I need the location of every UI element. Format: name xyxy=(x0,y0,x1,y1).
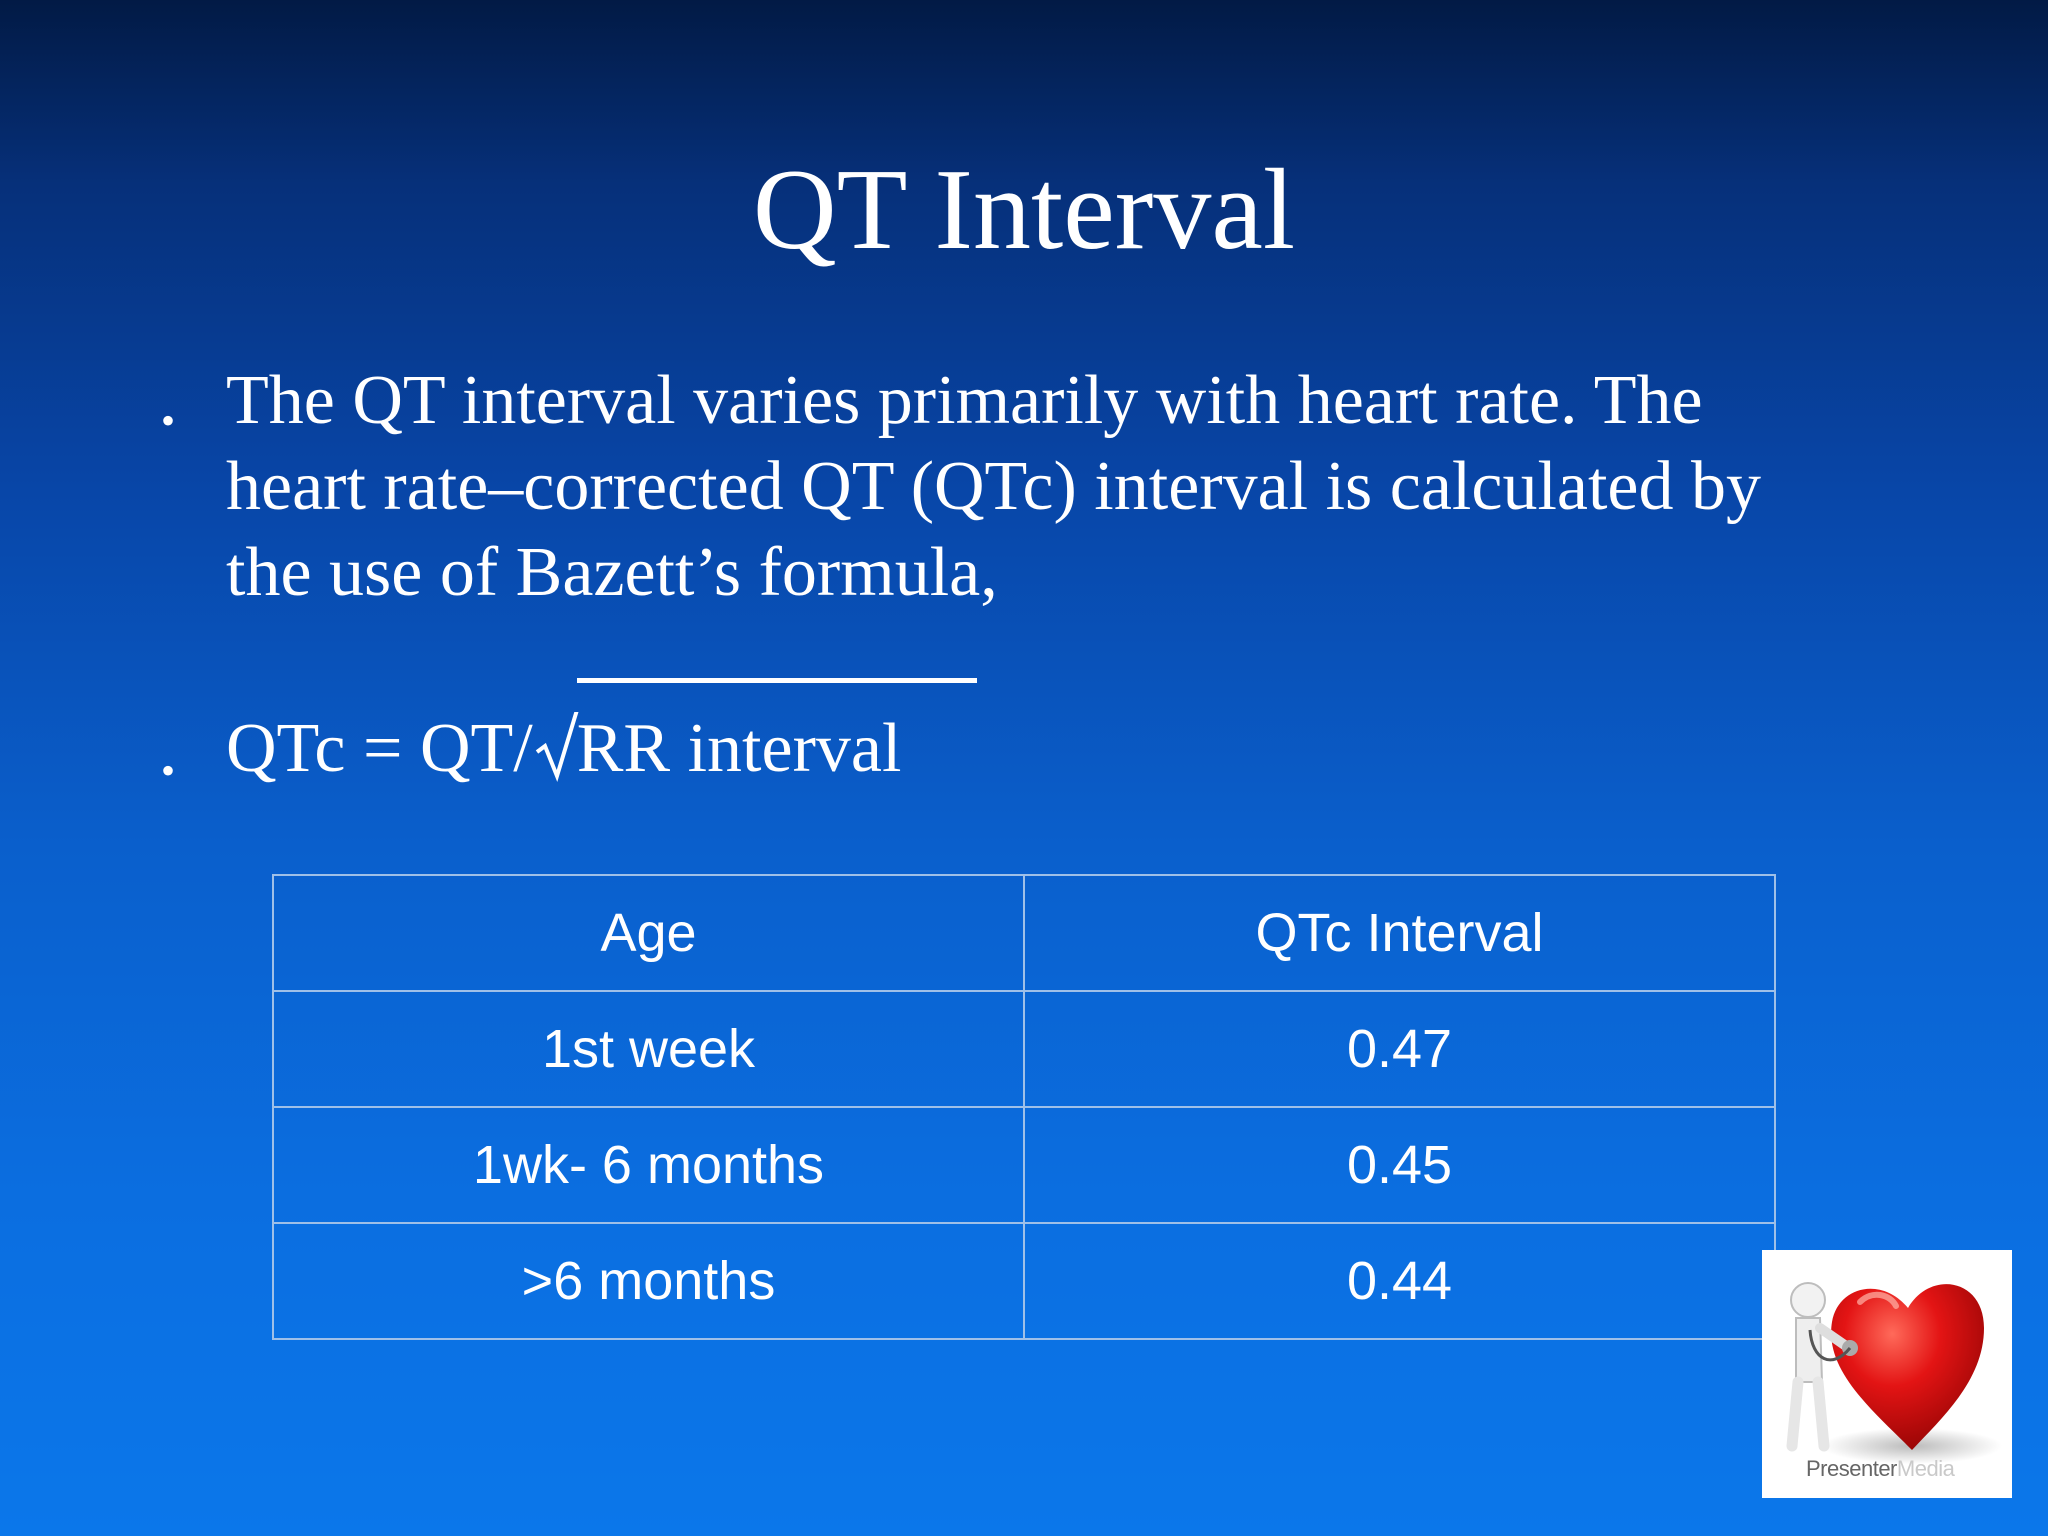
table-cell-qtc: 0.44 xyxy=(1023,1222,1776,1340)
table-row: 1wk- 6 months 0.45 xyxy=(272,1106,1776,1224)
table-row: 1st week 0.47 xyxy=(272,990,1776,1108)
presentermedia-logo: PresenterMedia xyxy=(1762,1250,2012,1498)
table-cell-age: 1st week xyxy=(272,990,1025,1108)
table-cell-age: >6 months xyxy=(272,1222,1025,1340)
qtc-table: Age QTc Interval 1st week 0.47 1wk- 6 mo… xyxy=(272,874,1776,1340)
table-header-age: Age xyxy=(272,874,1025,992)
square-root-icon xyxy=(535,712,579,783)
bullet-text-bazett: The QT interval varies primarily with he… xyxy=(226,362,1761,611)
bullet-formula: QTc = QT/ RR interval xyxy=(226,678,1846,792)
table-cell-qtc: 0.47 xyxy=(1023,990,1776,1108)
slide-title: QT Interval xyxy=(752,146,1296,274)
formula-radicand: RR interval xyxy=(576,710,902,787)
radical-overbar xyxy=(576,678,977,683)
table-row: >6 months 0.44 xyxy=(272,1222,1776,1340)
table-cell-qtc: 0.45 xyxy=(1023,1106,1776,1224)
heart-stethoscope-figure-icon xyxy=(1786,1282,2002,1464)
table-header-qtc: QTc Interval xyxy=(1023,874,1776,992)
logo-text-main: Presenter xyxy=(1806,1456,1897,1481)
formula-prefix: QTc = QT/ xyxy=(226,710,533,787)
formula-radical: RR interval xyxy=(535,678,977,792)
table-header-row: Age QTc Interval xyxy=(272,874,1776,992)
logo-text-faded: Media xyxy=(1896,1456,1955,1481)
logo-text: PresenterMedia xyxy=(1806,1456,1955,1482)
bullet-marker: • xyxy=(160,398,175,443)
bullet-marker: • xyxy=(160,748,175,793)
table-cell-age: 1wk- 6 months xyxy=(272,1106,1025,1224)
